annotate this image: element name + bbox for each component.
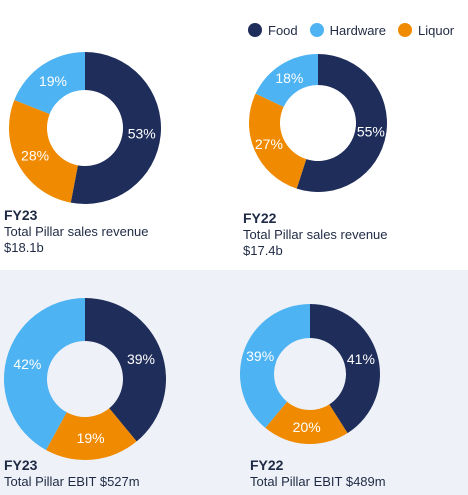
slice-liquor bbox=[265, 401, 348, 444]
slice-label-hardware: 18% bbox=[275, 70, 303, 86]
donut-fy22-ebit: 41% 20% 39% bbox=[240, 304, 380, 444]
slice-food bbox=[310, 304, 380, 434]
legend-item-liquor: Liquor bbox=[398, 23, 454, 38]
slice-label-food: 41% bbox=[347, 351, 375, 367]
donut-fy22-revenue: 55% 27% 18% bbox=[249, 53, 387, 192]
slice-label-liquor: 27% bbox=[255, 136, 283, 152]
slice-food bbox=[70, 52, 161, 204]
legend-label-liquor: Liquor bbox=[418, 22, 455, 38]
chart-legend: Food Hardware Liquor bbox=[248, 19, 468, 41]
caption-description: Total Pillar EBIT $489m bbox=[250, 474, 386, 489]
slice-hardware bbox=[14, 52, 86, 115]
slice-label-food: 39% bbox=[127, 351, 155, 367]
caption-fy23-ebit: FY23 Total Pillar EBIT $527m bbox=[4, 456, 140, 490]
slice-food bbox=[85, 298, 166, 442]
slice-liquor bbox=[45, 408, 137, 460]
caption-year: FY22 bbox=[250, 457, 284, 473]
legend-label-food: Food bbox=[268, 22, 298, 38]
caption-fy22-ebit: FY22 Total Pillar EBIT $489m bbox=[250, 456, 386, 490]
caption-year: FY23 bbox=[4, 207, 38, 223]
caption-description: Total Pillar sales revenue bbox=[243, 227, 388, 242]
slice-label-hardware: 42% bbox=[13, 356, 41, 372]
slice-label-food: 53% bbox=[128, 125, 156, 141]
caption-year: FY23 bbox=[4, 457, 38, 473]
slice-label-hardware: 19% bbox=[39, 73, 67, 89]
slice-label-food: 55% bbox=[357, 123, 385, 139]
legend-swatch-liquor bbox=[398, 23, 412, 37]
caption-description: Total Pillar EBIT $527m bbox=[4, 474, 140, 489]
donut-fy23-ebit: 39% 19% 42% bbox=[3, 298, 166, 460]
slice-hardware bbox=[3, 298, 86, 450]
slice-label-liquor: 20% bbox=[293, 419, 321, 435]
caption-fy23-revenue: FY23 Total Pillar sales revenue $18.1b bbox=[4, 206, 149, 256]
legend-swatch-hardware bbox=[309, 23, 324, 37]
caption-description: Total Pillar sales revenue bbox=[4, 224, 149, 239]
caption-amount: $17.4b bbox=[243, 243, 283, 258]
caption-fy22-revenue: FY22 Total Pillar sales revenue $17.4b bbox=[243, 209, 388, 259]
legend-label-hardware: Hardware bbox=[329, 22, 386, 38]
slice-liquor bbox=[9, 100, 78, 203]
slice-label-liquor: 28% bbox=[21, 147, 49, 163]
legend-item-hardware: Hardware bbox=[309, 22, 386, 38]
caption-amount: $18.1b bbox=[4, 240, 44, 255]
slice-hardware bbox=[240, 304, 310, 428]
slice-hardware bbox=[255, 54, 318, 107]
caption-year: FY22 bbox=[243, 210, 277, 226]
donut-fy23-revenue: 53% 28% 19% bbox=[9, 52, 161, 204]
legend-item-food: Food bbox=[248, 23, 298, 38]
legend-swatch-food bbox=[248, 23, 262, 37]
slice-food bbox=[296, 53, 387, 192]
slice-liquor bbox=[249, 93, 307, 189]
slice-label-liquor: 19% bbox=[77, 430, 105, 446]
slice-label-hardware: 39% bbox=[246, 348, 274, 364]
